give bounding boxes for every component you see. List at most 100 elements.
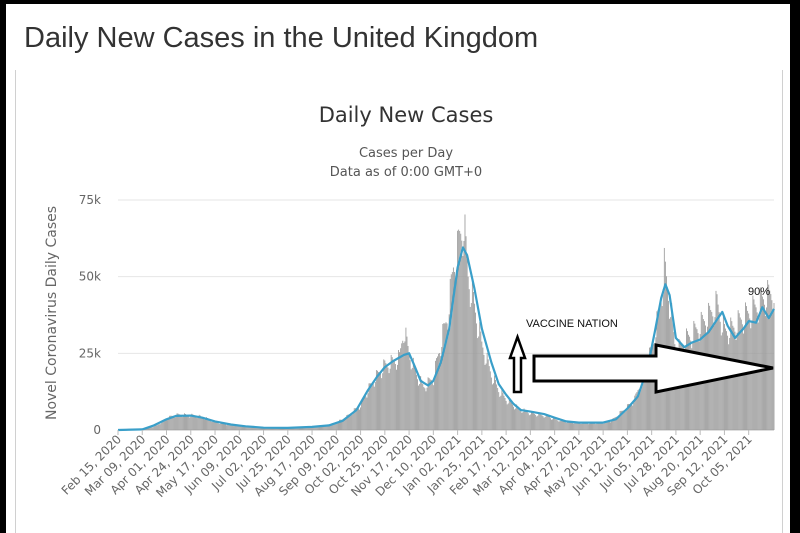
bar: [614, 417, 616, 430]
bar: [381, 378, 383, 430]
bar: [631, 403, 633, 430]
vaccine-annotation: VACCINE NATION: [526, 318, 618, 330]
bar: [208, 418, 210, 430]
bar: [592, 423, 594, 430]
bar: [460, 233, 462, 430]
chart-subtitle-2: Data as of 0:00 GMT+0: [330, 165, 482, 180]
bar: [418, 385, 420, 430]
bar: [373, 386, 375, 430]
bar: [413, 363, 415, 430]
bar: [224, 424, 225, 430]
bar: [414, 369, 416, 430]
bar: [572, 422, 573, 430]
bar: [507, 403, 509, 430]
bar: [259, 427, 261, 430]
bar: [458, 229, 460, 430]
bar: [349, 414, 351, 430]
bar: [682, 346, 684, 430]
bar: [575, 421, 577, 430]
bar: [462, 255, 464, 430]
bar: [537, 415, 539, 430]
bar: [532, 412, 533, 430]
bar: [538, 412, 540, 430]
bar: [526, 411, 528, 430]
bar: [351, 414, 353, 430]
bar: [440, 356, 442, 430]
bar: [457, 230, 459, 430]
bar: [184, 413, 185, 430]
bar: [469, 306, 471, 430]
bar: [338, 421, 339, 430]
bar: [481, 341, 483, 430]
bar: [630, 403, 631, 430]
bar: [152, 427, 154, 430]
bar: [497, 387, 499, 430]
bar: [355, 408, 357, 430]
bar: [771, 300, 773, 430]
bar: [160, 423, 162, 430]
bar: [593, 423, 595, 430]
bar: [566, 422, 568, 430]
bar: [573, 423, 575, 430]
left-border: [0, 0, 6, 533]
bar: [565, 422, 567, 430]
bar: [171, 415, 173, 430]
bar: [545, 414, 547, 430]
bar: [429, 379, 431, 430]
bar: [490, 377, 492, 430]
bar: [761, 296, 763, 430]
bar: [174, 417, 176, 430]
bar: [524, 409, 526, 430]
bar: [438, 353, 440, 430]
seven-day-average-line: [117, 246, 775, 432]
bar: [442, 324, 444, 430]
bar: [393, 361, 395, 430]
bar: [444, 323, 446, 430]
bar: [613, 417, 615, 430]
bar: [412, 357, 414, 430]
bar: [162, 420, 164, 430]
bar: [543, 417, 545, 430]
bar: [343, 419, 345, 430]
bar: [400, 348, 402, 430]
bar: [256, 427, 258, 430]
bar: [216, 422, 218, 430]
bar: [649, 347, 650, 430]
bar: [411, 367, 413, 430]
bar: [198, 414, 200, 430]
bar: [293, 427, 295, 430]
bar: [195, 416, 197, 430]
bar: [564, 421, 566, 430]
bar: [158, 424, 160, 430]
bar: [557, 420, 559, 430]
bar: [399, 352, 401, 430]
bar: [663, 247, 665, 430]
bar: [242, 426, 243, 430]
bar: [334, 422, 336, 430]
bar: [214, 421, 216, 430]
bar-series: [118, 214, 775, 430]
bar: [567, 420, 569, 430]
bar: [488, 366, 490, 430]
bar: [266, 427, 268, 430]
bar: [729, 337, 731, 430]
bar: [625, 409, 627, 430]
bar: [391, 357, 393, 430]
bar: [426, 387, 428, 430]
bar: [720, 335, 722, 430]
bar: [582, 422, 584, 430]
bar: [476, 323, 478, 430]
bar: [215, 422, 217, 430]
bar: [243, 425, 244, 430]
bar: [398, 350, 399, 430]
bar: [211, 421, 213, 430]
bar: [385, 363, 387, 430]
bar: [541, 415, 543, 430]
bar: [628, 403, 629, 430]
bar: [150, 427, 152, 430]
bar: [510, 402, 512, 430]
bar: [617, 417, 619, 430]
bar: [303, 426, 305, 430]
bar: [727, 335, 729, 430]
bar: [147, 427, 148, 430]
